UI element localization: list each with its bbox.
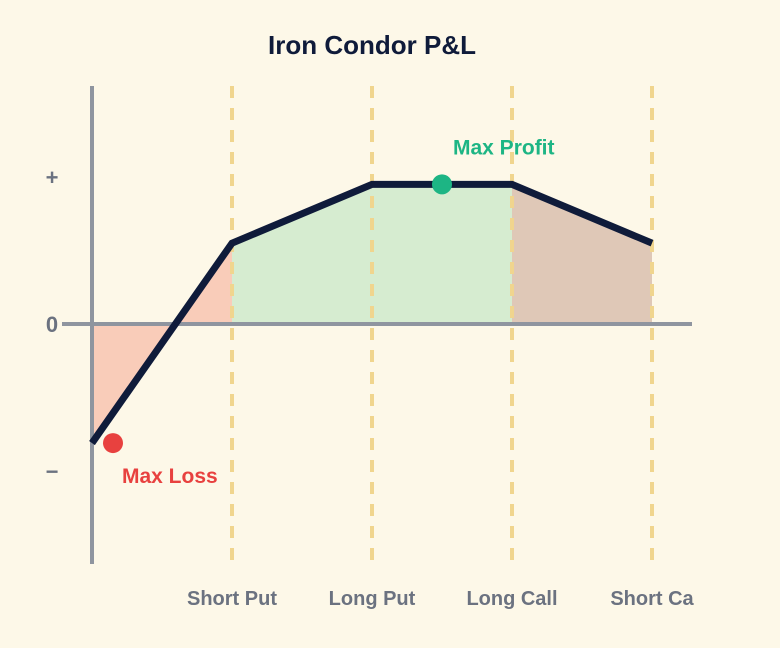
y-tick-label-zero: 0	[46, 312, 58, 337]
max-loss-marker	[103, 433, 123, 454]
shaded-region-2	[512, 184, 652, 324]
axes	[62, 86, 692, 564]
shaded-region-1	[232, 184, 512, 324]
y-tick-label-minus: −	[46, 459, 59, 484]
x-tick-label-short-put: Short Put	[187, 588, 277, 610]
annotation-markers	[103, 174, 452, 454]
labels: Iron Condor P&L + 0 − Short Put Long Put…	[46, 30, 695, 610]
max-profit-marker	[432, 174, 452, 195]
x-tick-label-short-call: Short Ca	[610, 588, 694, 610]
x-tick-label-long-call: Long Call	[466, 588, 557, 610]
x-tick-label-long-put: Long Put	[329, 588, 416, 610]
max-loss-label: Max Loss	[122, 465, 218, 488]
chart-title: Iron Condor P&L	[268, 30, 476, 60]
payoff-line	[89, 180, 654, 446]
max-profit-label: Max Profit	[453, 136, 555, 159]
payoff-line-group	[89, 180, 654, 446]
y-tick-label-plus: +	[46, 165, 59, 190]
strike-guides	[230, 86, 654, 564]
